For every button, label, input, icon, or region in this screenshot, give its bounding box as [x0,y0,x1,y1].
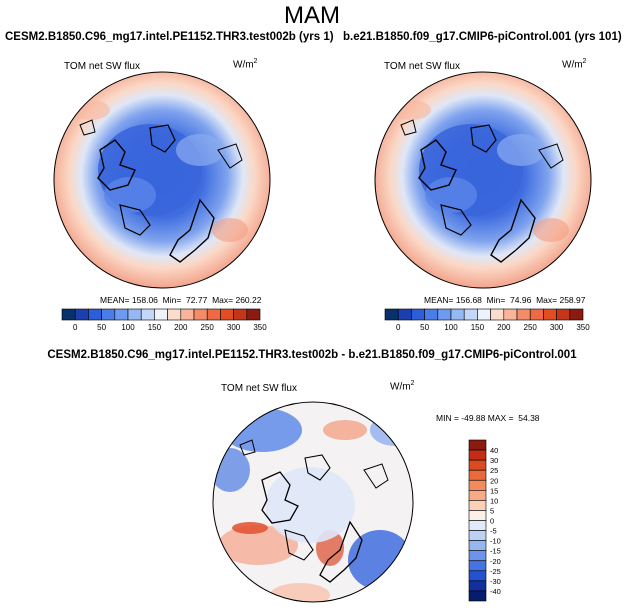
colorbar-tick-label: 0 [73,323,78,332]
colorbar-swatch [61,308,76,321]
colorbar-tick-label: 100 [444,323,458,332]
colorbar-swatch [437,308,452,321]
right-polar-map [375,72,591,288]
colorbar-swatch [468,439,487,451]
colorbar-swatch [167,308,182,321]
colorbar-swatch [397,308,412,321]
colorbar-swatch [233,308,248,321]
colorbar-tick-label: 300 [550,323,564,332]
colorbar-swatch [468,590,487,602]
colorbar-tick-label: 25 [490,466,498,475]
colorbar-tick-label: 5 [490,506,494,515]
colorbar-swatch [468,570,487,582]
diff-variable-label: TOM net SW flux [221,383,297,394]
colorbar-tick-label: -5 [490,527,497,536]
diff-map-border [212,401,414,603]
right-stats: MEAN= 156.68 Min= 74.96 Max= 258.97 [424,295,586,305]
colorbar-swatch [468,469,487,481]
colorbar-swatch [468,479,487,491]
colorbar-tick-label: -10 [490,537,501,546]
colorbar-tick-label: 250 [201,323,215,332]
left-stats: MEAN= 158.06 Min= 72.77 Max= 260.22 [100,295,262,305]
colorbar-tick-label: 40 [490,446,498,455]
colorbar-swatch [127,308,142,321]
colorbar-tick-label: 350 [576,323,590,332]
right-variable-label: TOM net SW flux [384,61,460,72]
colorbar-swatch [468,459,487,471]
left-polar-map [54,72,270,288]
colorbar-tick-label: 0 [396,323,401,332]
colorbar-swatch [220,308,234,321]
colorbar-swatch [543,308,557,321]
colorbar-swatch [468,449,487,461]
colorbar-tick-label: 100 [121,323,135,332]
colorbar-tick-label: 150 [148,323,162,332]
colorbar-tick-label: -15 [490,547,501,556]
colorbar-swatch [569,308,584,321]
colorbar-swatch [140,308,155,321]
colorbar-swatch [529,308,544,321]
colorbar-tick-label: 350 [253,323,267,332]
colorbar-swatch [411,308,425,321]
colorbar-swatch [468,520,487,531]
colorbar-tick-label: 20 [490,476,498,485]
diff-stats: MIN = -49.88 MAX = 54.38 [436,413,540,423]
colorbar-swatch [206,308,221,321]
right-colorbar: 0 50 100 150 200 250 300 350 [384,308,590,332]
diff-case-label: CESM2.B1850.C96_mg17.intel.PE1152.THR3.t… [47,349,577,361]
colorbar-swatch [88,308,102,321]
colorbar-tick-label: 50 [420,323,429,332]
colorbar-swatch [193,308,208,321]
colorbar-tick-label: 150 [471,323,485,332]
colorbar-swatch [468,550,487,562]
left-units-label: W/m2 [233,58,258,71]
colorbar-swatch [503,308,518,321]
colorbar-swatch [556,308,571,321]
colorbar-tick-label: 250 [524,323,538,332]
right-map-border [374,71,592,289]
colorbar-swatch [463,308,478,321]
right-units-label: W/m2 [562,58,587,71]
colorbar-swatch [246,308,261,321]
colorbar-swatch [468,490,487,501]
colorbar-tick-label: -40 [490,587,501,596]
colorbar-tick-label: -25 [490,567,501,576]
colorbar-tick-label: 300 [227,323,241,332]
left-map-border [53,71,271,289]
left-colorbar: 0 50 100 150 200 250 300 350 [61,308,267,332]
colorbar-swatch [424,308,439,321]
colorbar-swatch [180,308,195,321]
left-variable-label: TOM net SW flux [64,61,140,72]
colorbar-swatch [74,308,89,321]
left-case-label: CESM2.B1850.C96_mg17.intel.PE1152.THR3.t… [5,31,334,43]
colorbar-swatch [154,308,168,321]
colorbar-swatch [468,530,487,541]
colorbar-tick-label: 30 [490,456,498,465]
colorbar-swatch [468,510,487,521]
colorbar-swatch [468,580,487,592]
colorbar-swatch [468,500,487,511]
colorbar-swatch [450,308,465,321]
colorbar-tick-label: -30 [490,577,501,586]
colorbar-tick-label: 50 [97,323,106,332]
colorbar-swatch [101,308,116,321]
colorbar-tick-label: 200 [174,323,188,332]
colorbar-swatch [516,308,531,321]
colorbar-swatch [114,308,129,321]
right-case-label: b.e21.B1850.f09_g17.CMIP6-piControl.001 … [343,31,622,43]
page-title: MAM [284,2,340,29]
colorbar-swatch [477,308,491,321]
colorbar-tick-label: -20 [490,557,501,566]
colorbar-tick-label: 0 [490,517,494,526]
diff-units-label: W/m2 [390,380,415,393]
colorbar-swatch [490,308,505,321]
colorbar-tick-label: 10 [490,496,498,505]
colorbar-swatch [468,560,487,572]
colorbar-swatch [468,540,487,551]
colorbar-tick-label: 200 [497,323,511,332]
colorbar-tick-label: 15 [490,486,498,495]
colorbar-swatch [384,308,399,321]
